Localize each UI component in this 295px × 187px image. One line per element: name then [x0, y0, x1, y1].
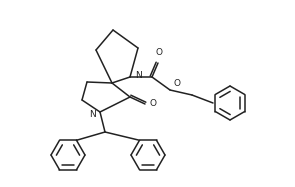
Text: O: O — [155, 48, 163, 57]
Text: O: O — [150, 99, 157, 108]
Text: O: O — [174, 79, 181, 88]
Text: N: N — [89, 110, 96, 119]
Text: N: N — [135, 70, 142, 79]
